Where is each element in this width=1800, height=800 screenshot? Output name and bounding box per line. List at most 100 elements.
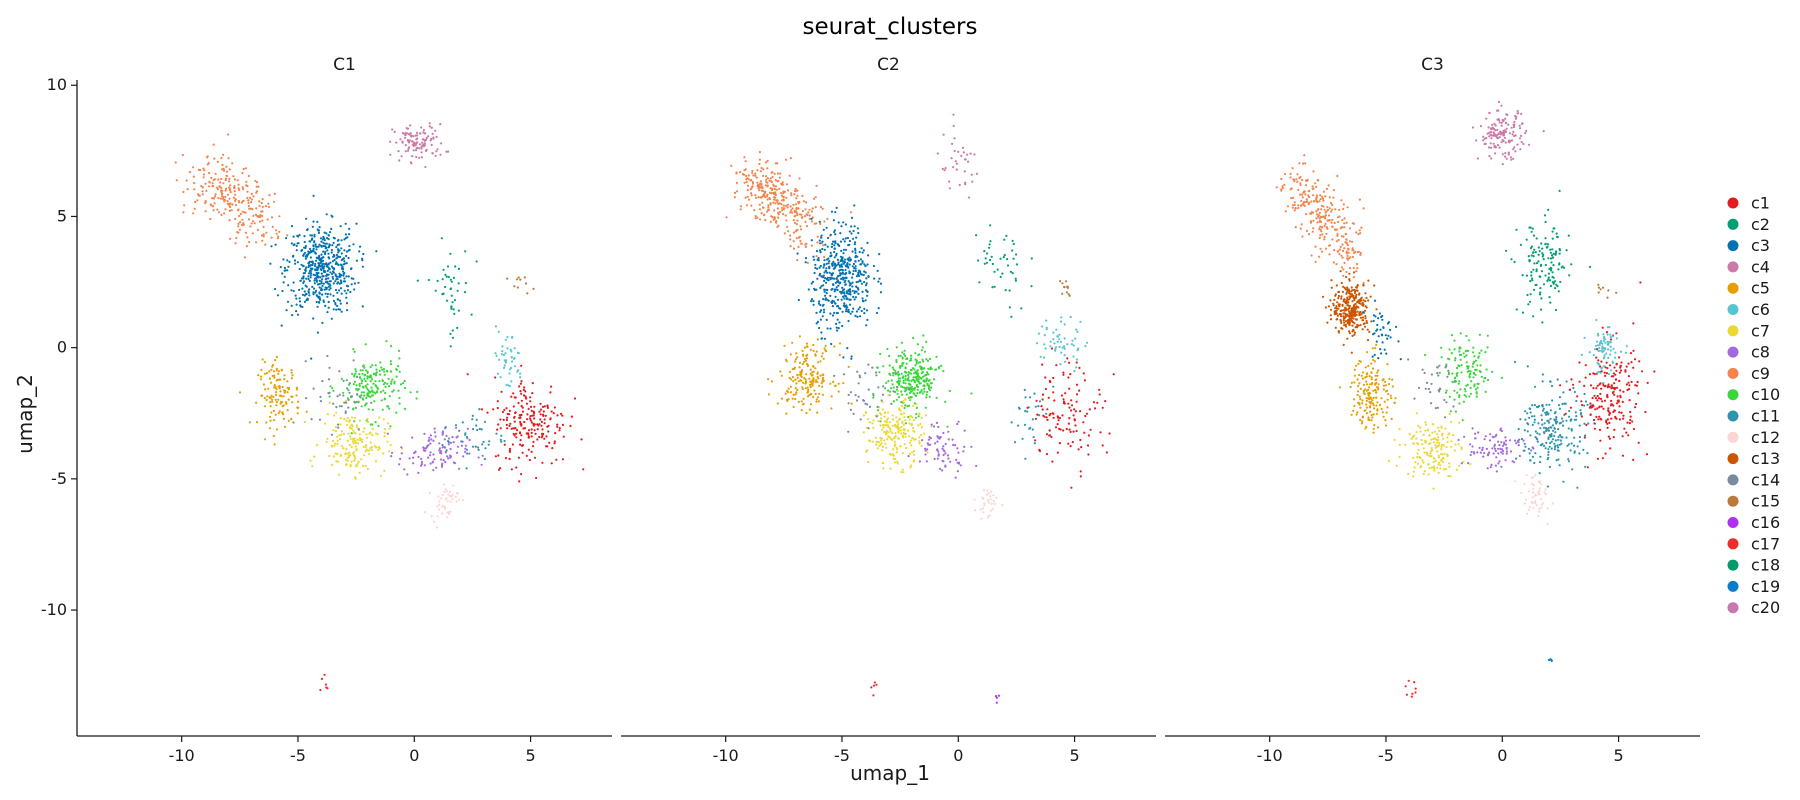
data-point	[843, 297, 846, 300]
data-point	[829, 278, 832, 281]
data-point	[1525, 274, 1528, 277]
data-point	[350, 267, 353, 270]
data-point	[1332, 196, 1335, 199]
data-point	[758, 208, 762, 211]
data-point	[908, 441, 912, 444]
data-point	[834, 242, 837, 245]
data-point	[933, 457, 936, 461]
data-point	[247, 201, 250, 204]
data-point	[830, 395, 833, 398]
data-point	[497, 454, 500, 457]
data-point	[1357, 384, 1360, 388]
data-point	[1558, 252, 1561, 255]
data-point	[926, 448, 929, 451]
data-point	[357, 428, 360, 431]
data-point	[903, 349, 906, 352]
data-point	[369, 380, 372, 383]
data-point	[858, 269, 861, 272]
data-point	[754, 172, 757, 175]
data-point	[817, 396, 820, 399]
data-point	[298, 300, 302, 303]
data-point	[900, 412, 903, 416]
data-point	[1351, 334, 1354, 337]
data-point	[896, 392, 899, 395]
data-point	[1384, 419, 1387, 422]
data-point	[237, 222, 240, 225]
data-point	[900, 390, 903, 393]
data-point	[1068, 294, 1071, 297]
data-point	[988, 246, 991, 249]
data-point	[276, 237, 279, 240]
data-point	[513, 396, 516, 399]
data-point	[855, 399, 859, 402]
data-point	[1366, 351, 1369, 354]
data-point	[975, 464, 978, 467]
data-point	[780, 194, 784, 197]
data-point	[904, 378, 907, 381]
data-point	[885, 381, 888, 384]
data-point	[480, 428, 483, 431]
data-point	[879, 424, 882, 427]
data-point	[917, 424, 920, 427]
data-point	[406, 127, 410, 130]
data-point	[1052, 331, 1055, 334]
data-point	[442, 268, 445, 271]
data-point	[291, 374, 294, 377]
data-point	[228, 186, 231, 189]
data-point	[374, 380, 377, 383]
data-point	[1011, 239, 1014, 242]
data-point	[486, 411, 489, 414]
data-point	[1063, 360, 1067, 363]
data-point	[512, 405, 515, 408]
data-point	[1540, 270, 1544, 273]
data-point	[422, 128, 425, 132]
data-point	[452, 484, 455, 487]
data-point	[345, 379, 348, 382]
data-point	[283, 389, 286, 392]
data-point	[835, 277, 838, 280]
data-point	[831, 272, 834, 275]
data-point	[546, 445, 549, 448]
data-point	[920, 426, 924, 429]
data-point	[1361, 304, 1364, 307]
data-point	[512, 392, 515, 395]
data-point	[804, 359, 808, 362]
data-point	[854, 296, 858, 299]
data-point	[370, 401, 373, 404]
data-point	[1312, 187, 1315, 190]
data-point	[1315, 194, 1318, 197]
data-point	[522, 394, 526, 397]
data-point	[1018, 407, 1021, 410]
data-point	[353, 400, 356, 403]
data-point	[354, 445, 357, 448]
data-point	[1360, 226, 1363, 229]
data-point	[852, 262, 856, 266]
data-point	[944, 442, 947, 446]
data-point	[520, 380, 523, 383]
data-point	[219, 181, 222, 184]
data-point	[356, 442, 360, 445]
data-point	[1375, 404, 1378, 407]
data-point	[1504, 117, 1507, 120]
data-point	[348, 244, 351, 248]
data-point	[796, 212, 799, 215]
data-point	[412, 143, 415, 146]
data-point	[860, 263, 863, 266]
data-point	[505, 383, 508, 386]
data-point	[238, 188, 241, 191]
data-point	[1321, 233, 1324, 236]
data-point	[904, 382, 907, 385]
data-point	[347, 256, 350, 260]
data-point	[1012, 257, 1015, 260]
data-point	[251, 232, 254, 235]
data-point	[992, 494, 995, 497]
data-point	[1372, 431, 1375, 434]
data-point	[825, 262, 828, 265]
data-point	[401, 132, 404, 135]
data-point	[334, 426, 337, 429]
data-point	[888, 354, 891, 358]
data-point	[303, 420, 306, 424]
data-point	[918, 442, 921, 445]
data-point	[304, 360, 307, 363]
data-point	[397, 389, 400, 392]
